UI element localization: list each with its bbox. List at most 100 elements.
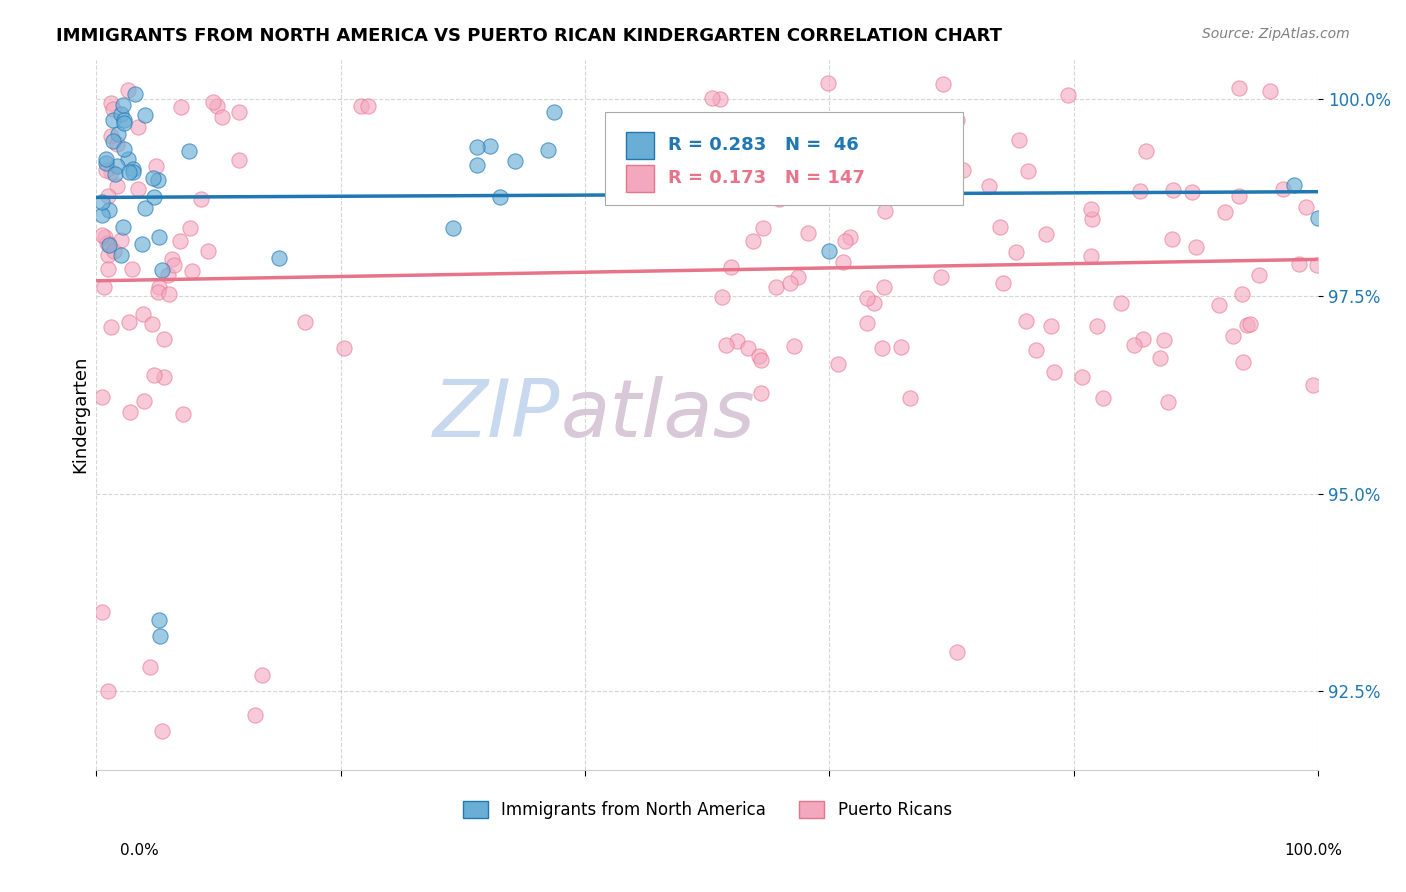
Immigrants from North America <box>122 161 145 176</box>
Puerto Ricans <box>350 99 373 113</box>
Puerto Ricans <box>988 220 1011 235</box>
Puerto Ricans <box>935 172 957 186</box>
Immigrants from North America <box>536 143 558 157</box>
Puerto Ricans <box>748 349 770 363</box>
Puerto Ricans <box>1017 164 1039 178</box>
Puerto Ricans <box>1071 369 1094 384</box>
Y-axis label: Kindergarten: Kindergarten <box>72 356 89 474</box>
Puerto Ricans <box>1227 81 1250 95</box>
Text: Source: ZipAtlas.com: Source: ZipAtlas.com <box>1202 27 1350 41</box>
Puerto Ricans <box>1185 240 1208 254</box>
Puerto Ricans <box>1004 244 1026 259</box>
Puerto Ricans <box>91 227 114 242</box>
Puerto Ricans <box>118 315 141 329</box>
Puerto Ricans <box>100 96 122 111</box>
Text: 100.0%: 100.0% <box>1285 843 1343 858</box>
Puerto Ricans <box>100 128 122 143</box>
Immigrants from North America <box>148 613 170 627</box>
Puerto Ricans <box>127 120 149 134</box>
Puerto Ricans <box>1239 318 1261 332</box>
Puerto Ricans <box>100 164 122 178</box>
Immigrants from North America <box>149 629 172 643</box>
Immigrants from North America <box>134 108 156 122</box>
Puerto Ricans <box>333 341 356 355</box>
Puerto Ricans <box>141 318 163 332</box>
Puerto Ricans <box>131 308 153 322</box>
Puerto Ricans <box>153 370 176 384</box>
Puerto Ricans <box>839 230 862 244</box>
Puerto Ricans <box>170 100 193 114</box>
Puerto Ricans <box>1153 333 1175 347</box>
Immigrants from North America <box>177 145 200 159</box>
Puerto Ricans <box>1081 211 1104 226</box>
Immigrants from North America <box>117 153 139 167</box>
Puerto Ricans <box>1123 338 1146 352</box>
Puerto Ricans <box>898 391 921 405</box>
Immigrants from North America <box>104 167 127 181</box>
Puerto Ricans <box>179 221 201 235</box>
Puerto Ricans <box>1306 258 1329 272</box>
Immigrants from North America <box>134 201 156 215</box>
Immigrants from North America <box>479 139 502 153</box>
Puerto Ricans <box>211 110 233 124</box>
Immigrants from North America <box>488 190 510 204</box>
Text: atlas: atlas <box>561 376 755 454</box>
Puerto Ricans <box>1208 298 1230 312</box>
Puerto Ricans <box>893 164 915 178</box>
Puerto Ricans <box>145 159 167 173</box>
Puerto Ricans <box>952 162 974 177</box>
Puerto Ricans <box>172 408 194 422</box>
Puerto Ricans <box>91 605 114 619</box>
Puerto Ricans <box>118 405 141 419</box>
Puerto Ricans <box>1157 395 1180 409</box>
Puerto Ricans <box>870 342 893 356</box>
Puerto Ricans <box>190 192 212 206</box>
Puerto Ricans <box>1149 351 1171 365</box>
Immigrants from North America <box>131 236 153 251</box>
Puerto Ricans <box>945 644 967 658</box>
Immigrants from North America <box>112 97 135 112</box>
Immigrants from North America <box>118 165 141 179</box>
Puerto Ricans <box>873 203 896 218</box>
Immigrants from North America <box>101 112 124 127</box>
Puerto Ricans <box>1085 319 1108 334</box>
Puerto Ricans <box>716 338 738 352</box>
Puerto Ricans <box>1092 391 1115 405</box>
Puerto Ricans <box>979 179 1001 194</box>
Puerto Ricans <box>700 91 723 105</box>
Immigrants from North America <box>503 154 526 169</box>
Immigrants from North America <box>143 190 166 204</box>
Immigrants from North America <box>97 203 120 218</box>
Puerto Ricans <box>228 153 250 167</box>
Immigrants from North America <box>1282 178 1305 192</box>
Puerto Ricans <box>741 234 763 248</box>
Puerto Ricans <box>101 102 124 116</box>
Puerto Ricans <box>153 332 176 346</box>
Puerto Ricans <box>98 237 121 252</box>
Puerto Ricans <box>103 244 125 258</box>
Immigrants from North America <box>269 251 291 265</box>
Puerto Ricans <box>1080 249 1102 263</box>
Text: 0.0%: 0.0% <box>120 843 159 858</box>
Puerto Ricans <box>873 280 896 294</box>
Puerto Ricans <box>1111 296 1133 310</box>
Puerto Ricans <box>1025 343 1047 358</box>
Puerto Ricans <box>856 291 879 305</box>
Puerto Ricans <box>1135 144 1157 158</box>
Puerto Ricans <box>834 234 856 248</box>
Puerto Ricans <box>94 229 117 244</box>
Puerto Ricans <box>1227 189 1250 203</box>
Puerto Ricans <box>134 393 156 408</box>
Immigrants from North America <box>110 107 132 121</box>
Puerto Ricans <box>100 319 122 334</box>
Puerto Ricans <box>138 660 160 674</box>
Puerto Ricans <box>228 105 250 120</box>
Immigrants from North America <box>97 238 120 252</box>
Puerto Ricans <box>782 162 804 177</box>
Puerto Ricans <box>1043 365 1066 379</box>
Immigrants from North America <box>91 195 114 210</box>
Puerto Ricans <box>931 77 953 91</box>
Immigrants from North America <box>148 173 170 187</box>
Puerto Ricans <box>1247 268 1270 282</box>
Puerto Ricans <box>150 723 173 738</box>
